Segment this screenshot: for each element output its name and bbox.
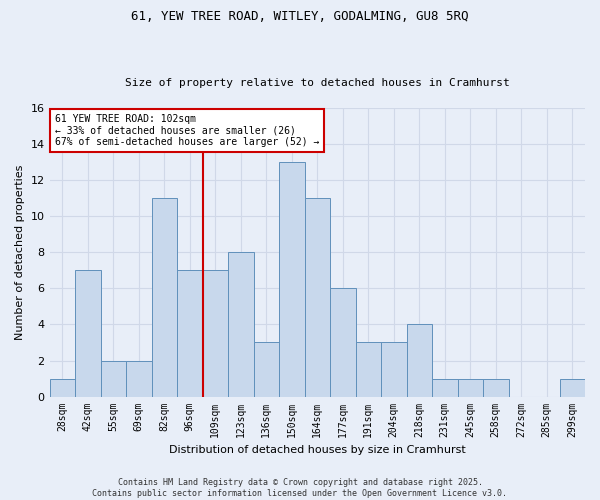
Bar bbox=[560, 378, 585, 396]
X-axis label: Distribution of detached houses by size in Cramhurst: Distribution of detached houses by size … bbox=[169, 445, 466, 455]
Bar bbox=[432, 378, 458, 396]
Bar bbox=[152, 198, 177, 396]
Text: 61 YEW TREE ROAD: 102sqm
← 33% of detached houses are smaller (26)
67% of semi-d: 61 YEW TREE ROAD: 102sqm ← 33% of detach… bbox=[55, 114, 319, 147]
Bar bbox=[203, 270, 228, 396]
Bar bbox=[356, 342, 381, 396]
Text: 61, YEW TREE ROAD, WITLEY, GODALMING, GU8 5RQ: 61, YEW TREE ROAD, WITLEY, GODALMING, GU… bbox=[131, 10, 469, 23]
Bar bbox=[177, 270, 203, 396]
Bar bbox=[407, 324, 432, 396]
Bar bbox=[50, 378, 75, 396]
Bar bbox=[381, 342, 407, 396]
Bar bbox=[75, 270, 101, 396]
Bar bbox=[330, 288, 356, 397]
Bar bbox=[228, 252, 254, 396]
Title: Size of property relative to detached houses in Cramhurst: Size of property relative to detached ho… bbox=[125, 78, 509, 88]
Text: Contains HM Land Registry data © Crown copyright and database right 2025.
Contai: Contains HM Land Registry data © Crown c… bbox=[92, 478, 508, 498]
Bar bbox=[101, 360, 126, 396]
Bar bbox=[126, 360, 152, 396]
Bar bbox=[458, 378, 483, 396]
Y-axis label: Number of detached properties: Number of detached properties bbox=[15, 164, 25, 340]
Bar bbox=[305, 198, 330, 396]
Bar bbox=[279, 162, 305, 396]
Bar bbox=[483, 378, 509, 396]
Bar bbox=[254, 342, 279, 396]
